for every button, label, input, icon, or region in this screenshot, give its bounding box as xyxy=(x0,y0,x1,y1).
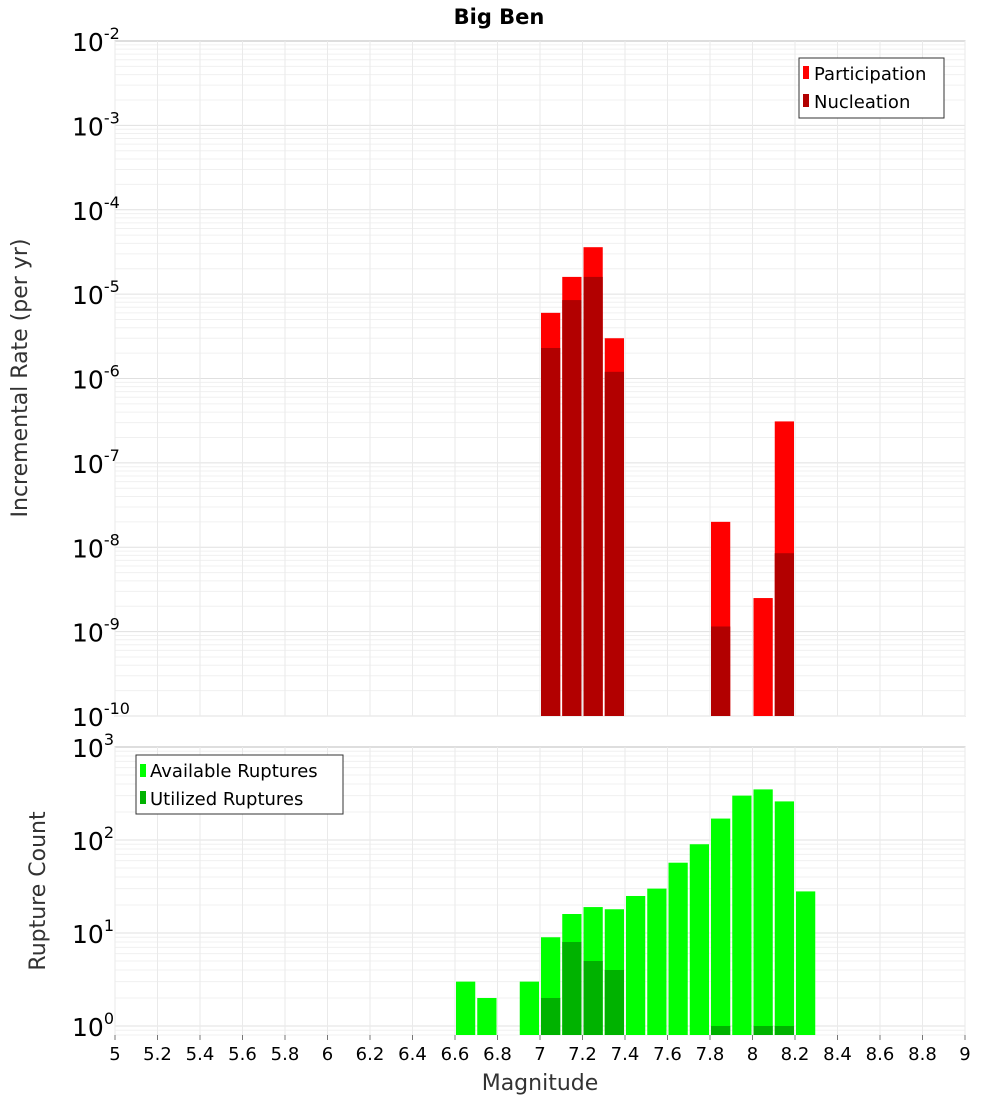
y-tick-label: 100 xyxy=(72,1009,114,1042)
y-tick-label: 10-2 xyxy=(72,24,120,57)
bar-nucleation xyxy=(774,553,794,716)
x-tick-label: 6.4 xyxy=(398,1044,427,1065)
bar-nucleation xyxy=(711,626,731,716)
y-tick-label: 10-7 xyxy=(72,446,120,479)
chart-title: Big Ben xyxy=(454,5,545,29)
bar-nucleation xyxy=(541,347,561,716)
x-tick-label: 6.8 xyxy=(483,1044,512,1065)
bar-utilized-ruptures xyxy=(711,1025,731,1035)
y-tick-label: 102 xyxy=(72,823,114,856)
x-tick-labels: 5 5.2 5.4 5.6 5.8 6 6.2 6.4 6.6 6.8 7 7.2 7.4 7.6 7.8 8… xyxy=(109,1035,971,1065)
bottom-y-tick-labels: 100 101 102 103 xyxy=(72,730,114,1042)
top-bars xyxy=(541,247,794,716)
bottom-y-axis-label: Rupture Count xyxy=(26,811,51,971)
bar-utilized-ruptures xyxy=(541,997,561,1035)
x-tick-label: 6.6 xyxy=(441,1044,470,1065)
bar-available-ruptures xyxy=(456,981,476,1035)
bar-available-ruptures xyxy=(668,862,688,1035)
x-tick-label: 7.4 xyxy=(611,1044,640,1065)
legend-swatch-utilized xyxy=(140,791,146,804)
top-legend: Participation Nucleation xyxy=(798,57,945,119)
top-legend-box xyxy=(798,57,945,119)
y-tick-label: 10-6 xyxy=(72,362,120,395)
x-tick-label: 8.4 xyxy=(823,1044,852,1065)
x-axis-label: Magnitude xyxy=(482,1071,599,1096)
bottom-grid xyxy=(114,747,966,1036)
bar-available-ruptures xyxy=(626,895,646,1035)
bar-available-ruptures xyxy=(689,844,709,1035)
top-grid xyxy=(114,41,966,717)
y-tick-label: 101 xyxy=(72,916,114,949)
bottom-legend-box xyxy=(135,754,344,815)
bar-utilized-ruptures xyxy=(604,969,624,1035)
legend-label-nucleation: Nucleation xyxy=(814,92,910,113)
x-tick-label: 5.8 xyxy=(271,1044,300,1065)
bar-utilized-ruptures xyxy=(562,942,582,1035)
bar-available-ruptures xyxy=(796,891,816,1035)
bottom-bars xyxy=(456,789,816,1035)
bar-available-ruptures xyxy=(774,801,794,1035)
legend-label-utilized: Utilized Ruptures xyxy=(150,789,303,810)
legend-swatch-nucleation xyxy=(803,94,809,107)
bar-available-ruptures xyxy=(477,997,497,1035)
legend-swatch-available xyxy=(140,764,146,777)
bottom-panel: 100 101 102 103 5 5.2 5.4 5.6 5.8 6 6.2 6.4 6.6 6.8 7… xyxy=(26,730,971,1096)
x-tick-label: 7 xyxy=(534,1044,545,1065)
bar-available-ruptures xyxy=(732,795,752,1035)
bottom-legend: Available Ruptures Utilized Ruptures xyxy=(135,754,344,815)
bar-available-ruptures xyxy=(519,981,539,1035)
bar-utilized-ruptures xyxy=(753,1025,773,1035)
y-tick-label: 10-8 xyxy=(72,530,120,563)
bar-available-ruptures xyxy=(647,888,667,1035)
bar-nucleation xyxy=(562,300,582,716)
bar-utilized-ruptures xyxy=(583,960,603,1035)
y-tick-label: 10-10 xyxy=(72,699,130,732)
x-tick-label: 6.2 xyxy=(356,1044,385,1065)
y-tick-label: 10-3 xyxy=(72,108,120,141)
legend-label-available: Available Ruptures xyxy=(150,761,318,782)
y-tick-label: 103 xyxy=(72,730,114,763)
x-tick-label: 8.2 xyxy=(781,1044,810,1065)
x-tick-label: 7.6 xyxy=(653,1044,682,1065)
bar-available-ruptures xyxy=(753,789,773,1035)
y-tick-label: 10-4 xyxy=(72,193,120,226)
bar-nucleation xyxy=(583,276,603,716)
x-tick-label: 5 xyxy=(109,1044,120,1065)
top-y-tick-labels: 10-10 10-9 10-8 10-7 10-6 10-5 10-4 10-3 10-2 xyxy=(72,24,130,732)
bar-participation xyxy=(753,598,773,716)
x-tick-label: 9 xyxy=(959,1044,970,1065)
legend-swatch-participation xyxy=(803,66,809,79)
x-tick-label: 8.6 xyxy=(866,1044,895,1065)
bar-utilized-ruptures xyxy=(774,1025,794,1035)
top-y-axis-label: Incremental Rate (per yr) xyxy=(8,239,33,518)
x-tick-label: 6 xyxy=(322,1044,333,1065)
x-tick-label: 7.8 xyxy=(696,1044,725,1065)
x-tick-label: 8.8 xyxy=(908,1044,937,1065)
x-tick-label: 7.2 xyxy=(568,1044,597,1065)
x-tick-label: 5.2 xyxy=(143,1044,172,1065)
top-panel: 10-10 10-9 10-8 10-7 10-6 10-5 10-4 10-3 10-2 In… xyxy=(8,24,966,732)
bar-nucleation xyxy=(604,371,624,716)
legend-label-participation: Participation xyxy=(814,64,926,85)
x-tick-label: 5.6 xyxy=(228,1044,257,1065)
x-tick-label: 5.4 xyxy=(186,1044,215,1065)
y-tick-label: 10-9 xyxy=(72,615,120,648)
x-tick-label: 8 xyxy=(747,1044,758,1065)
y-tick-label: 10-5 xyxy=(72,277,120,310)
bar-available-ruptures xyxy=(711,818,731,1035)
